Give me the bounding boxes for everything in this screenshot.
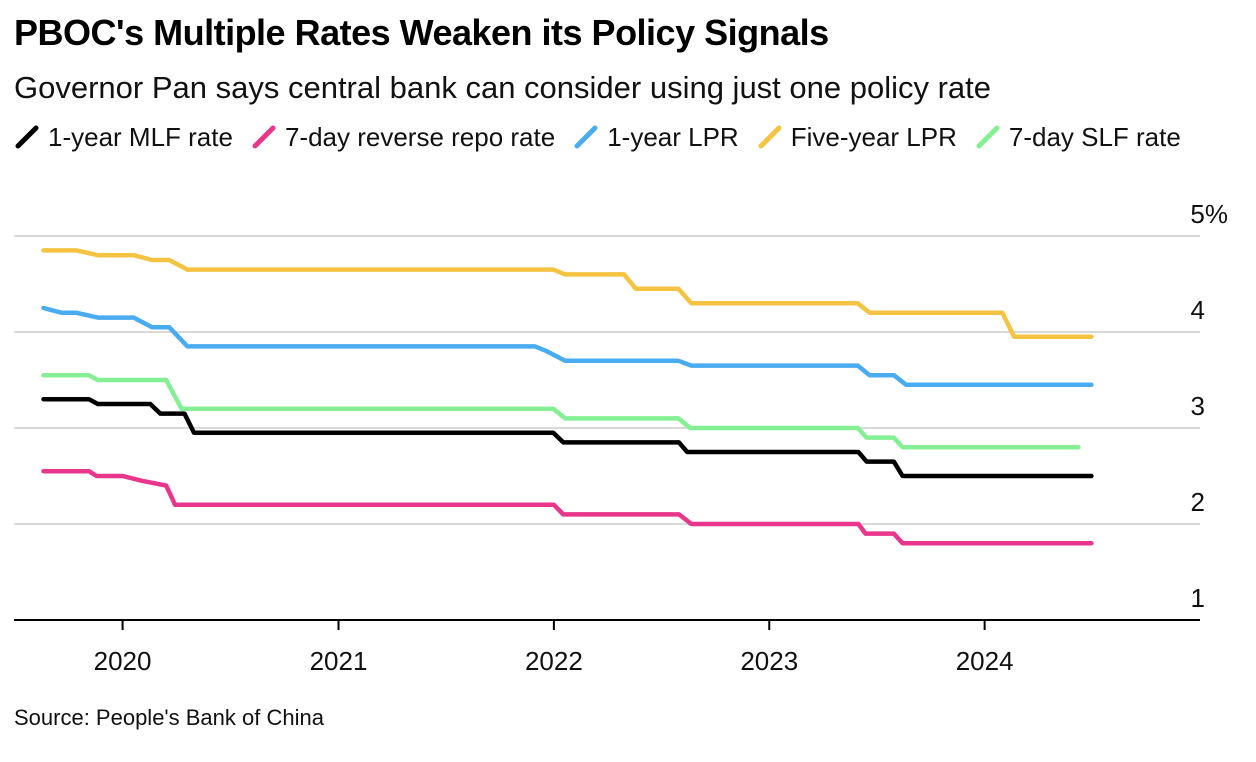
legend-label: 1-year MLF rate [48, 121, 233, 152]
legend-label: 1-year LPR [607, 121, 739, 152]
legend-item: 7-day reverse repo rate [251, 120, 555, 154]
y-tick-label: 4 [1191, 295, 1205, 325]
y-tick-label: 1 [1191, 583, 1205, 613]
x-tick-label: 2024 [956, 646, 1014, 676]
series-line [41, 396, 1094, 479]
legend-item: 7-day SLF rate [975, 120, 1181, 154]
legend-swatch-icon [758, 125, 782, 149]
legend-swatch-icon [574, 125, 598, 149]
line-chart: 1 2 3 4 5% 2020 2021 2022 2023 2024 [14, 199, 1228, 676]
legend-item: 1-year LPR [573, 120, 739, 154]
legend-swatch-icon [252, 125, 276, 149]
legend: 1-year MLF rate 7-day reverse repo rate 1-… [14, 120, 1234, 154]
y-tick-label: 3 [1191, 391, 1205, 421]
chart-title: PBOC's Multiple Rates Weaken its Policy … [14, 12, 829, 53]
legend-swatch-icon [976, 125, 1000, 149]
legend-item: 1-year MLF rate [14, 120, 233, 154]
source-note: Source: People's Bank of China [14, 705, 324, 730]
series-line [41, 305, 1094, 388]
legend-label: 7-day SLF rate [1008, 121, 1181, 152]
y-tick-label: 5% [1190, 199, 1228, 229]
legend-label: 7-day reverse repo rate [284, 121, 556, 152]
x-tick-label: 2021 [310, 646, 368, 676]
x-tick-label: 2020 [94, 646, 152, 676]
series-line [41, 372, 1081, 450]
series-line [41, 248, 1094, 340]
x-tick-label: 2022 [525, 646, 583, 676]
legend-swatch-icon [15, 125, 39, 149]
legend-label: Five-year LPR [790, 121, 957, 152]
legend-item: Five-year LPR [757, 120, 957, 154]
chart-subtitle: Governor Pan says central bank can consi… [14, 70, 992, 105]
series-line [41, 468, 1094, 546]
y-tick-label: 2 [1191, 487, 1205, 517]
x-tick-label: 2023 [740, 646, 798, 676]
